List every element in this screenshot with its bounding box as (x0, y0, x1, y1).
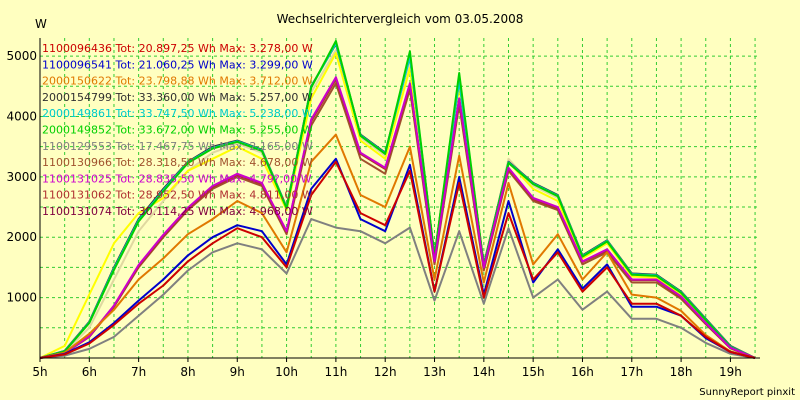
legend-entry-2000149852: 2000149852 Tot: 33.672,00 Wh Max: 5.255,… (42, 124, 313, 137)
series-line-yellow (39, 52, 756, 359)
x-tick-label: 16h (571, 365, 594, 379)
x-tick-label: 9h (230, 365, 245, 379)
series-lines (39, 40, 756, 359)
legend-entry-1100129553: 1100129553 Tot: 17.467,75 Wh Max: 2.165,… (42, 140, 313, 153)
legend: 1100096436 Tot: 20.897,25 Wh Max: 3.278,… (42, 42, 313, 218)
series-line-1100131025 (39, 76, 756, 359)
x-tick-label: 14h (472, 365, 495, 379)
series-line-2000150622 (39, 133, 756, 359)
y-tick-label: 4000 (6, 109, 37, 123)
x-tick-label: 11h (324, 365, 347, 379)
legend-entry-1100096541: 1100096541 Tot: 21.060,25 Wh Max: 3.299,… (42, 58, 313, 71)
footer-credit: SunnyReport pinxit (699, 387, 795, 398)
legend-entry-1100131025: 1100131025 Tot: 28.835,50 Wh Max: 4.79?,… (42, 172, 312, 185)
x-tick-label: 5h (32, 365, 47, 379)
x-tick-label: 7h (131, 365, 146, 379)
legend-entry-1100096436: 1100096436 Tot: 20.897,25 Wh Max: 3.278,… (42, 42, 313, 55)
y-tick-label: 1000 (6, 291, 37, 305)
y-tick-label: 2000 (6, 230, 37, 244)
grid-lines (39, 38, 760, 358)
x-tick-label: 15h (522, 365, 545, 379)
x-tick-label: 19h (719, 365, 742, 379)
chart-title: Wechselrichtervergleich vom 03.05.2008 (277, 12, 524, 26)
y-tick-label: 3000 (6, 170, 37, 184)
axes: 1000 2000 3000 4000 5000 5h 6h 7h 8h 9h 10h 11h 12h 1… (6, 38, 760, 379)
legend-entry-1100131074: 1100131074 Tot: 30.114,25 Wh Max: 4.968,… (42, 205, 313, 218)
legend-entry-2000154799: 2000154799 Tot: 33.360,00 Wh Max: 5.257,… (42, 91, 313, 104)
y-tick-label: 5000 (6, 49, 37, 63)
legend-entry-2000150622: 2000150622 Tot: 23.798,88 Wh Max: 3.712,… (42, 75, 313, 88)
series-line-1100096436 (39, 160, 756, 359)
series-line-2000149852 (39, 40, 756, 359)
x-tick-label: 17h (620, 365, 643, 379)
x-tick-label: 18h (670, 365, 693, 379)
x-tick-label: 12h (374, 365, 397, 379)
x-tick-label: 10h (275, 365, 298, 379)
legend-entry-1100131062: 1100131062 Tot: 28.952,50 Wh Max: 4.811,… (42, 189, 313, 202)
x-tick-label: 6h (82, 365, 97, 379)
x-tick-label: 8h (180, 365, 195, 379)
legend-entry-1100130966: 1100130966 Tot: 28.318,50 Wh Max: 4.678,… (42, 156, 313, 169)
series-line-1100129553 (39, 218, 756, 359)
x-tick-label: 13h (423, 365, 446, 379)
legend-entry-2000149861: 2000149861 Tot: 33.747,50 Wh Max: 5.238,… (42, 107, 313, 120)
y-axis-unit-label: W (35, 17, 47, 31)
